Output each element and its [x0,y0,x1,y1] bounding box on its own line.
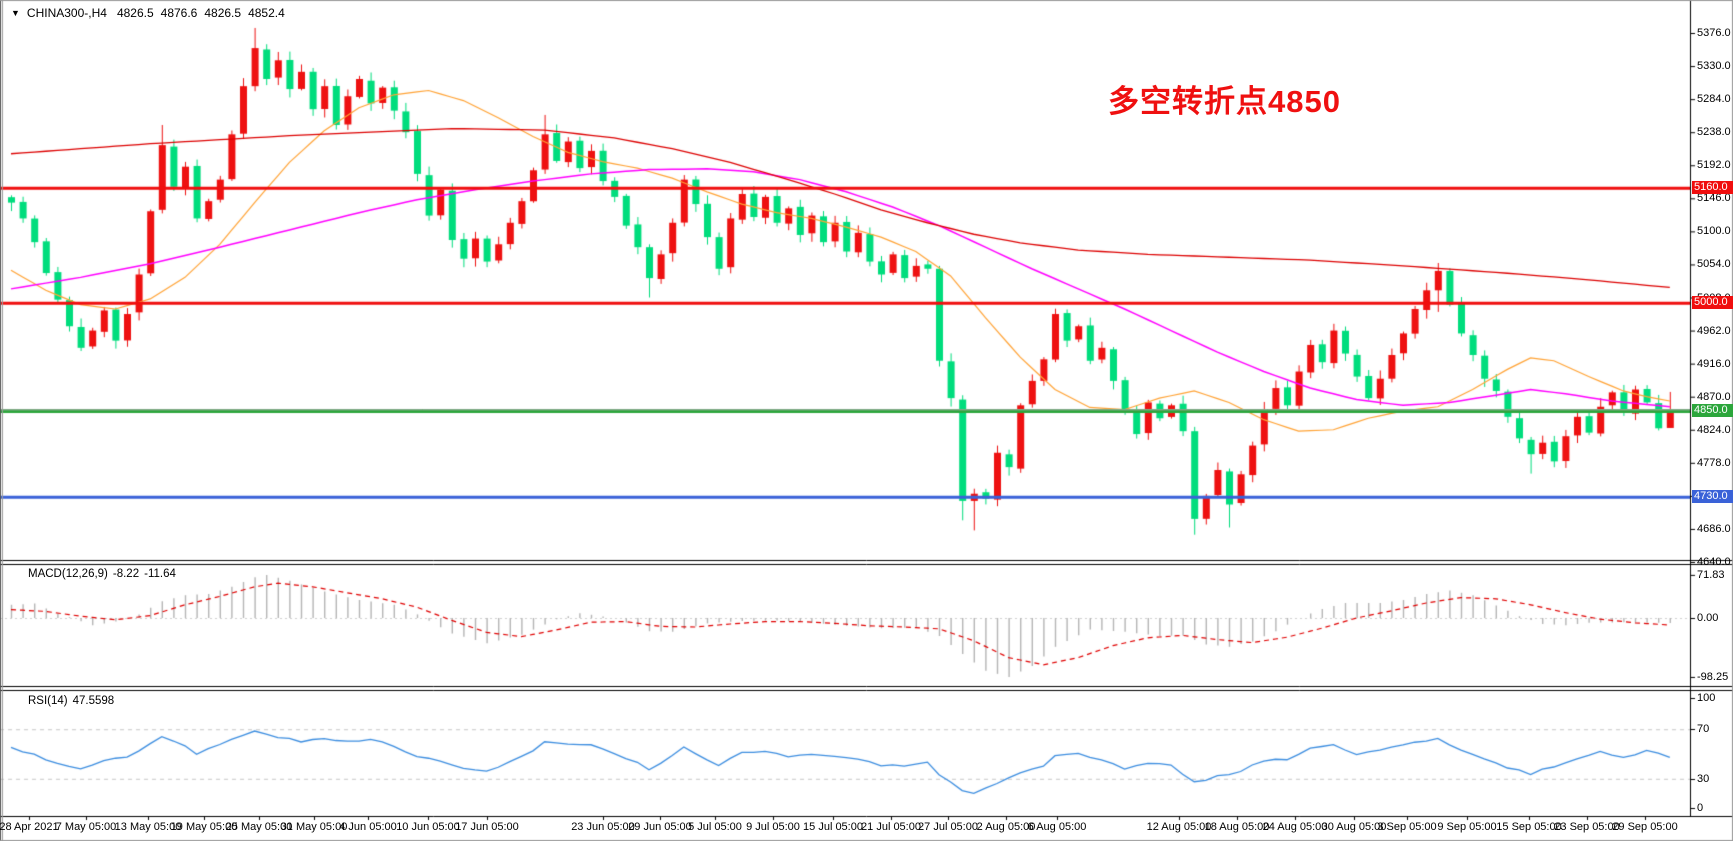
time-tick-label: 21 Jul 05:00 [861,821,921,833]
rsi-scale-label: 100 [1697,692,1716,704]
price-tick-label: 5284.0 [1697,93,1731,106]
time-tick-label: 3 Sep 05:00 [1377,821,1437,833]
rsi-value: 47.5598 [72,695,115,707]
time-tick-label: 17 Jun 05:00 [455,821,519,833]
level-price-badge: 4850.0 [1692,404,1733,418]
rsi-scale-label: 30 [1697,773,1710,785]
time-tick-label: 10 Jun 05:00 [396,821,460,833]
price-tick-label: 5054.0 [1697,258,1731,271]
macd-scale-label: 71.83 [1697,568,1725,581]
rsi-name: RSI(14) [28,695,68,707]
time-tick-label: 2 Aug 05:00 [976,821,1036,833]
symbol-period-label: CHINA300-,H4 [26,6,107,20]
macd-indicator-label: MACD(12,26,9) -8.22 -11.64 [28,568,181,580]
macd-name: MACD(12,26,9) [28,568,108,580]
time-tick-label: 30 Aug 05:00 [1321,821,1387,833]
time-tick-label: 29 Jun 05:00 [628,821,692,833]
price-tick-label: 4870.0 [1697,390,1731,403]
time-tick-label: 15 Jul 05:00 [803,821,863,833]
time-tick-label: 23 Jun 05:00 [571,821,635,833]
time-tick-label: 23 Sep 05:00 [1554,821,1620,833]
time-tick-label: 19 May 05:00 [170,821,238,833]
price-tick-label: 4916.0 [1697,357,1731,370]
time-tick-label: 9 Sep 05:00 [1437,821,1497,833]
time-tick-label: 6 Aug 05:00 [1027,821,1087,833]
macd-signal-value: -11.64 [144,568,176,580]
time-tick-label: 28 Apr 2021 [0,821,59,833]
symbol-dropdown-icon[interactable]: ▼ [11,8,20,18]
level-price-badge: 5000.0 [1692,296,1733,310]
time-tick-label: 4 Jun 05:00 [339,821,397,833]
price-tick-label: 4962.0 [1697,324,1731,337]
chart-annotation-text: 多空转折点4850 [1108,84,1341,119]
price-tick-label: 4824.0 [1697,423,1731,436]
bar-high-value: 4876.6 [160,6,198,20]
time-tick-label: 13 May 05:00 [114,821,182,833]
price-tick-label: 4640.0 [1697,556,1731,568]
price-tick-label: 5330.0 [1697,60,1731,73]
macd-main-value: -8.22 [112,568,140,580]
bar-open-value: 4826.5 [116,6,154,20]
price-tick-label: 5146.0 [1697,192,1731,205]
time-tick-label: 31 May 05:00 [280,821,348,833]
rsi-scale-label: 0 [1697,802,1704,814]
bar-close-value: 4852.4 [248,6,285,20]
level-price-badge: 5160.0 [1692,181,1733,195]
macd-scale-label: -98.25 [1697,670,1729,683]
price-tick-label: 5238.0 [1697,126,1731,139]
time-tick-label: 29 Sep 05:00 [1612,821,1678,833]
macd-scale-label: 0.00 [1697,612,1719,624]
time-tick-label: 15 Sep 05:00 [1496,821,1562,833]
time-tick-label: 24 Aug 05:00 [1262,821,1328,833]
time-tick-label: 7 May 05:00 [55,821,117,833]
time-tick-label: 5 Jul 05:00 [688,821,742,833]
time-tick-label: 9 Jul 05:00 [746,821,800,833]
rsi-scale-label: 70 [1697,723,1710,735]
time-tick-label: 27 Jul 05:00 [918,821,978,833]
bar-low-value: 4826.5 [204,6,242,20]
price-tick-label: 5192.0 [1697,159,1731,172]
price-tick-label: 4686.0 [1697,522,1731,535]
level-price-badge: 4730.0 [1692,490,1733,504]
symbol-info: ▼ CHINA300-,H4 4826.5 4876.6 4826.5 4852.4 [11,6,292,20]
time-tick-label: 25 May 05:00 [225,821,293,833]
rsi-indicator-label: RSI(14) 47.5598 [28,695,119,707]
time-tick-label: 12 Aug 05:00 [1146,821,1212,833]
price-tick-label: 5376.0 [1697,27,1731,39]
price-tick-label: 4778.0 [1697,456,1731,469]
price-tick-label: 5100.0 [1697,225,1731,238]
time-tick-label: 18 Aug 05:00 [1204,821,1270,833]
